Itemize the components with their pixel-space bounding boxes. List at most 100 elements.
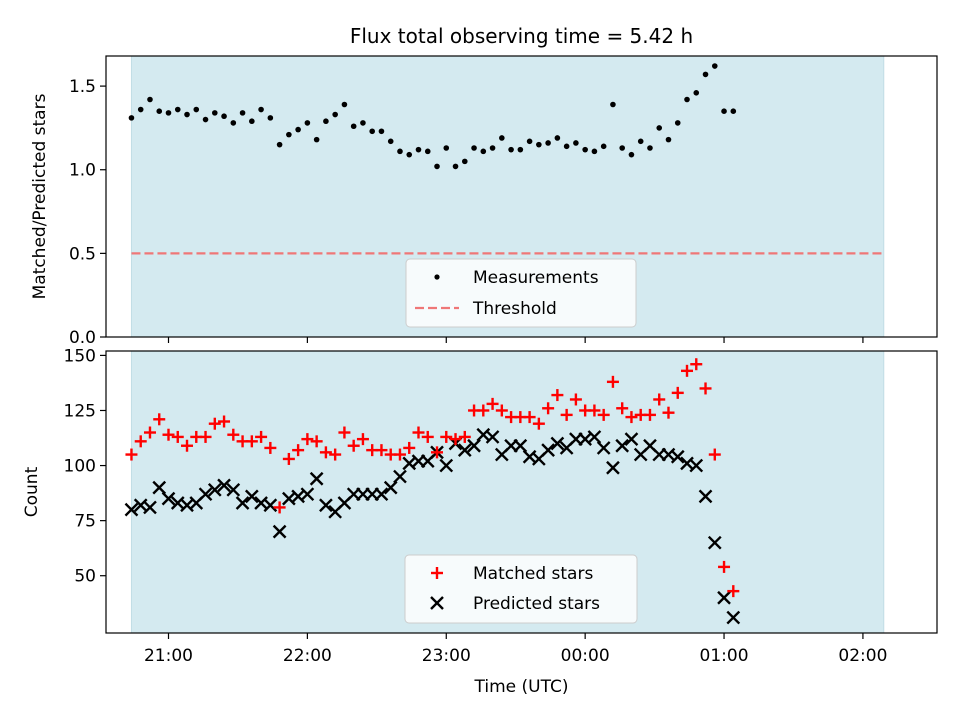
matched-stars-point [440,430,453,443]
count-plot-frame [105,350,938,634]
measurement-point [693,89,700,96]
matched-stars-point [699,382,712,395]
predicted-stars-point [587,430,602,444]
matched-stars-point [338,426,351,439]
measurement-point [397,148,403,155]
ratio-panel: 0.0 0.5 1.0 1.5 Matched/Predicted stars Mea… [30,55,938,348]
measurement-point [489,145,496,151]
ratio-plot-frame [105,55,938,338]
measurement-point [628,151,635,158]
predicted-stars-point [152,480,167,495]
matched-stars-point [329,448,342,461]
matched-stars-point [412,426,425,439]
matched-stars-point [153,413,166,426]
predicted-stars-point [550,436,565,451]
matched-stars-point [264,441,277,454]
matched-stars-point [319,446,332,459]
matched-stars-point [292,444,305,457]
measurement-point [536,141,542,148]
measurement-point [276,141,283,148]
ratio-y-axis-label: Matched/Predicted stars [30,93,50,299]
predicted-stars-point [244,489,259,504]
threshold-legend-label: Threshold [472,299,557,319]
measurement-point [684,96,690,103]
x-tick-label: 02:00 [838,646,887,666]
matched-stars-point [255,430,268,443]
count-y-axis-label: Count [22,466,42,517]
measurement-point [147,96,153,103]
predicted-stars-point [161,491,176,506]
predicted-stars-point [606,460,620,475]
matched-stars-point [181,439,194,452]
x-tick-label: 00:00 [561,646,610,666]
measurements-legend-label: Measurements [473,268,599,288]
x-tick-label: 22:00 [283,646,332,666]
measurement-point [665,136,672,143]
predicted-stars-point [717,590,731,605]
predicted-stars-point [374,487,389,502]
predicted-legend-label: Predicted stars [473,594,600,614]
matched-stars-point [616,402,629,415]
measurement-point [443,145,450,151]
ratio-y-tick-label: 0.5 [69,244,96,264]
x-tick-label: 23:00 [422,646,471,666]
measurement-point [332,111,338,118]
matched-stars-point [532,417,545,430]
measurement-point [434,163,440,170]
matched-stars-point [477,404,490,417]
measurement-point [452,163,459,170]
matched-stars-point [690,358,703,371]
matched-stars-point [273,501,286,514]
matched-stars-point [727,585,740,598]
measurement-point [545,140,551,146]
matched-stars-point [606,375,619,388]
matched-stars-point [421,430,434,443]
predicted-stars-point [457,443,472,457]
measurement-point [230,120,237,126]
matched-stars-point [643,408,656,421]
measurement-point [156,108,163,114]
matched-stars-point [671,386,684,399]
matched-stars-point [708,448,721,461]
measurement-point [573,140,579,146]
matched-stars-point [143,426,156,439]
measurement-point [313,136,320,143]
measurement-point [239,110,246,116]
matched-stars-point [125,448,138,461]
measurement-point [304,120,311,126]
measurement-point [387,138,394,145]
measurement-point [258,106,264,113]
measurement-point [508,146,514,153]
x-tick-label: 01:00 [700,646,749,666]
predicted-stars-point [670,449,685,464]
matched-stars-point [218,415,231,428]
measurement-point [341,101,348,108]
chart-title: Flux total observing time = 5.42 h [350,24,693,48]
matched-stars-point [653,393,666,406]
matched-stars-point [625,411,638,424]
measurement-point [711,63,718,69]
measurement-point [461,158,468,165]
count-y-tick-label: 100 [64,457,96,477]
ratio-legend: Measurements Threshold [405,258,637,328]
predicted-stars-point [309,471,324,486]
measurement-point [730,108,737,114]
measurement-point [184,111,190,118]
measurement-point [554,135,561,141]
matched-stars-point [310,435,323,448]
matched-stars-point [560,408,573,421]
predicted-stars-point [272,524,287,539]
measurement-point [221,113,227,120]
matched-stars-point [282,452,295,465]
matched-stars-point [134,435,147,448]
predicted-stars-point [383,480,398,495]
measurement-point [582,146,588,153]
matched-stars-point [597,408,610,421]
measurement-point [369,128,375,135]
predicted-stars-point [615,438,630,453]
predicted-stars-point [235,496,250,510]
measurement-point [591,148,598,155]
matched-stars-point [718,560,731,573]
matched-stars-point [662,406,675,419]
